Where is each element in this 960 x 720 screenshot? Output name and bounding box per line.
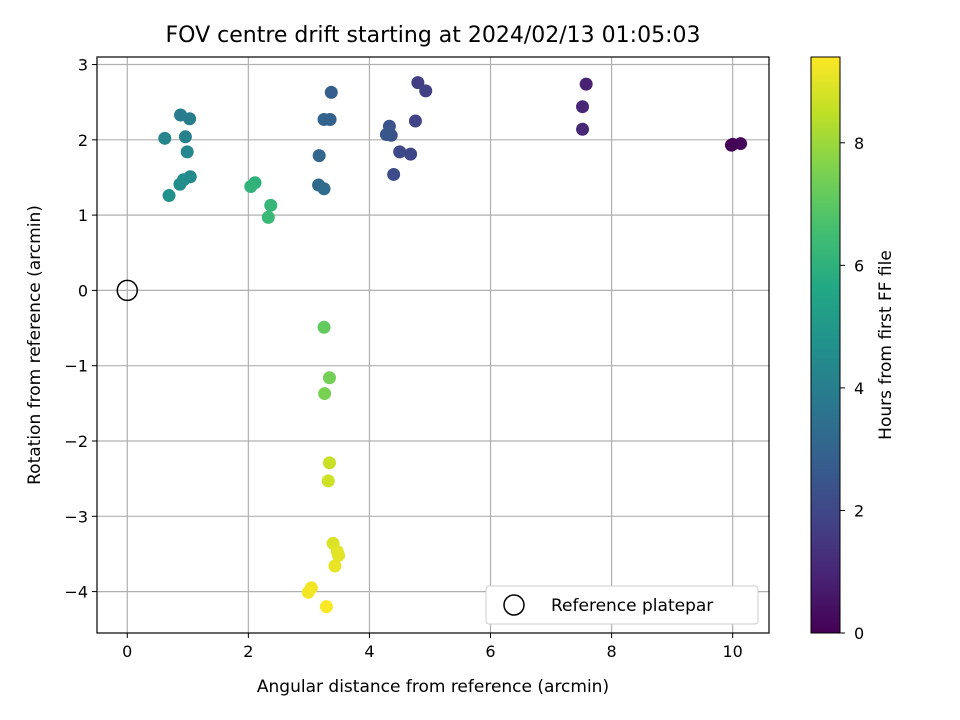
x-tick-label: 10 [722, 642, 742, 661]
x-tick-label: 4 [364, 642, 374, 661]
y-axis-ticks: −4 −3 −2 −1 0 1 2 3 [64, 56, 97, 602]
colorbar-label: Hours from first FF file [876, 250, 896, 440]
grid-lines [97, 57, 769, 633]
data-point [180, 145, 194, 159]
y-tick-label: 2 [78, 131, 88, 150]
x-axis-ticks: 0 2 4 6 8 10 [122, 633, 743, 661]
data-point [404, 147, 418, 161]
data-points [158, 76, 748, 614]
colorbar-tick-label: 2 [854, 501, 864, 520]
data-point [419, 84, 433, 98]
data-point [317, 182, 331, 196]
data-point [158, 131, 172, 145]
colorbar-tick-label: 4 [854, 379, 864, 398]
y-tick-label: −4 [64, 583, 88, 602]
colorbar-ticks: 0 2 4 6 8 [840, 134, 864, 643]
y-tick-label: −2 [64, 432, 88, 451]
data-point [318, 387, 332, 401]
legend-marker-icon [503, 594, 525, 616]
legend: Reference platepar [485, 585, 759, 625]
colorbar: 0 2 4 6 8 Hours from first FF file [810, 56, 896, 643]
data-point [579, 77, 593, 91]
x-tick-label: 8 [607, 642, 617, 661]
x-tick-label: 2 [243, 642, 253, 661]
x-axis-label: Angular distance from reference (arcmin) [257, 677, 609, 697]
plot-frame [96, 56, 770, 634]
chart-title: FOV centre drift starting at 2024/02/13 … [166, 23, 701, 48]
reference-platepar-marker [116, 279, 139, 302]
data-point [264, 198, 278, 212]
legend-box [485, 585, 759, 625]
y-tick-label: 3 [78, 56, 88, 75]
data-point [321, 474, 335, 488]
data-point [317, 112, 331, 126]
y-tick-label: 0 [78, 281, 88, 300]
data-point [324, 85, 338, 99]
data-point [319, 600, 333, 614]
data-point [724, 138, 738, 152]
data-point [178, 130, 192, 144]
data-point [322, 371, 336, 385]
colorbar-gradient [810, 56, 841, 634]
legend-label: Reference platepar [551, 596, 713, 616]
data-point [379, 128, 393, 142]
data-point [328, 559, 342, 573]
x-tick-label: 0 [122, 642, 132, 661]
x-tick-label: 6 [485, 642, 495, 661]
data-point [261, 210, 275, 224]
data-point [576, 122, 590, 136]
data-point [411, 76, 425, 90]
data-point [312, 149, 326, 163]
colorbar-tick-label: 6 [854, 256, 864, 275]
data-point [387, 167, 401, 181]
data-point [244, 180, 258, 194]
data-point [183, 112, 197, 126]
colorbar-tick-label: 8 [854, 134, 864, 153]
data-point [162, 189, 176, 203]
y-tick-label: −3 [64, 507, 88, 526]
reference-marker-group [116, 279, 139, 302]
data-point [576, 100, 590, 114]
data-point [408, 114, 422, 128]
data-point [317, 320, 331, 334]
colorbar-tick-label: 0 [854, 624, 864, 643]
y-tick-label: −1 [64, 357, 88, 376]
y-tick-label: 1 [78, 206, 88, 225]
data-point [322, 456, 336, 470]
data-point [301, 585, 315, 599]
data-point [332, 548, 346, 562]
data-point [393, 145, 407, 159]
y-axis-label: Rotation from reference (arcmin) [25, 205, 45, 485]
data-point [173, 177, 187, 191]
